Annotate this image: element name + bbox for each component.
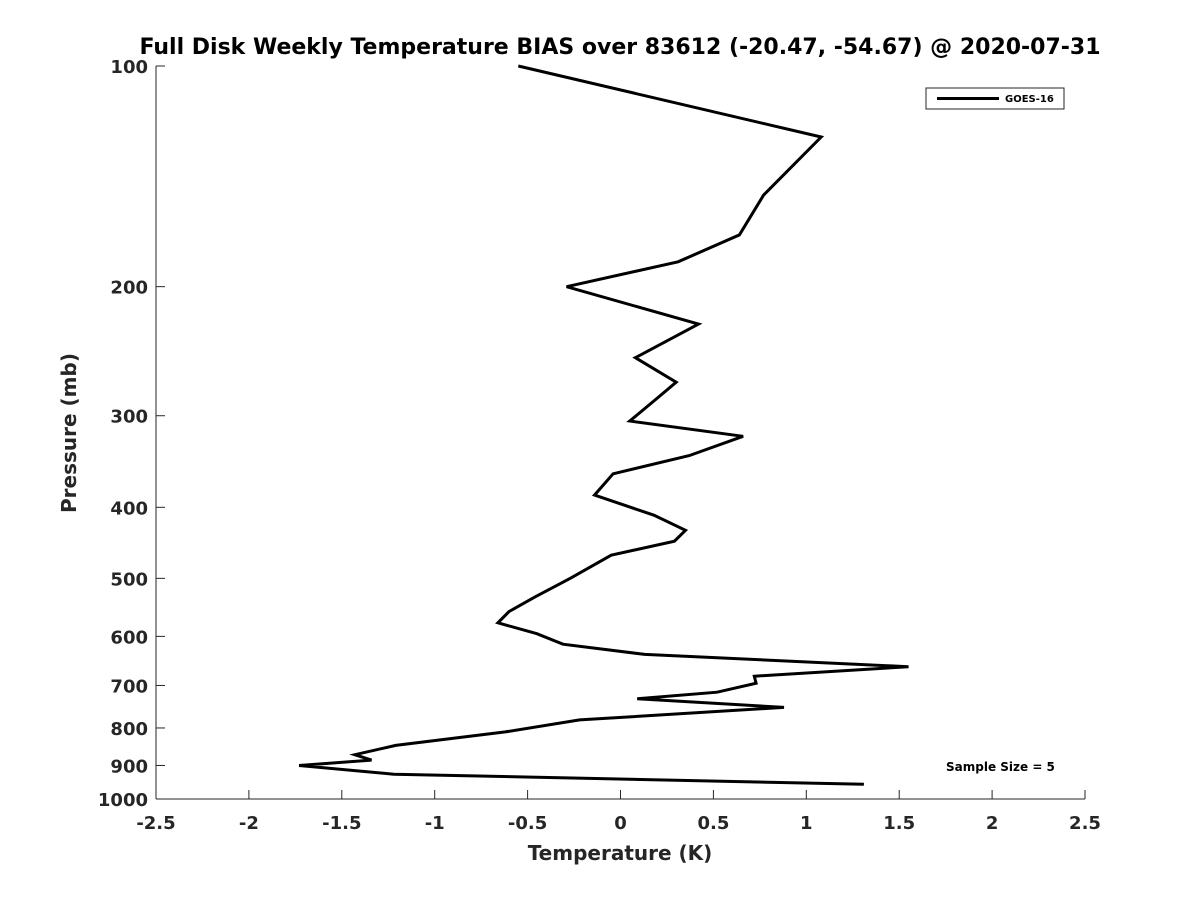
y-tick-label: 600 [110,627,148,648]
y-tick-label: 700 [110,676,148,697]
y-tick-label: 300 [110,407,148,428]
series-layer [298,64,909,786]
y-tick-label: 900 [110,756,148,777]
x-tick-label: 1 [800,813,813,834]
y-tick-label: 400 [110,498,148,519]
x-tick-label: -1 [425,813,445,834]
x-tick-label: -2 [239,813,259,834]
plot-axes [155,66,1085,800]
x-axis-label: Temperature (K) [528,841,713,865]
x-tick-label: -1.5 [322,813,361,834]
y-tick-label: 800 [110,719,148,740]
x-tick-label: -0.5 [508,813,547,834]
legend-label-goes-16: GOES-16 [1005,94,1054,105]
series-line-goes-16 [298,64,909,786]
y-tick-label: 500 [110,569,148,590]
x-tick-label: 2 [986,813,999,834]
x-ticks: -2.5 -2 -1.5 -1 -0.5 0 0.5 1 1.5 2 2.5 [136,790,1101,834]
x-tick-label: -2.5 [136,813,175,834]
x-tick-label: 2.5 [1069,813,1101,834]
legend: GOES-16 [925,87,1065,110]
y-tick-label: 100 [110,57,148,78]
sample-size-annotation: Sample Size = 5 [946,760,1055,774]
x-tick-label: 1.5 [883,813,915,834]
y-tick-label: 1000 [98,790,148,811]
x-tick-label: 0.5 [697,813,729,834]
x-tick-label: 0 [614,813,627,834]
y-ticks: 100 200 300 400 500 600 700 800 900 1000 [98,57,165,811]
y-axis-label: Pressure (mb) [57,353,81,513]
chart-title: Full Disk Weekly Temperature BIAS over 8… [139,35,1100,60]
y-tick-label: 200 [110,278,148,299]
